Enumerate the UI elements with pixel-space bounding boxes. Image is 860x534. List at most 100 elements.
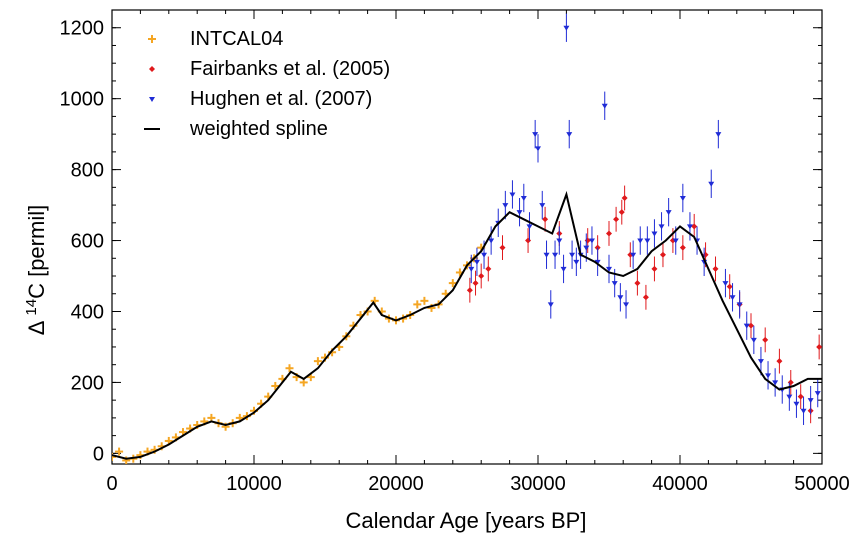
data-point <box>750 325 757 355</box>
data-point <box>757 346 764 376</box>
data-point <box>516 197 523 227</box>
data-point <box>765 361 772 390</box>
data-point <box>566 119 573 149</box>
data-point <box>473 247 480 277</box>
data-point <box>509 180 516 209</box>
data-point <box>787 370 794 395</box>
data-point <box>686 212 693 241</box>
axis-lines: 0 10000 20000 30000 40000 50000 0 200 400 600 800 1… <box>60 9 850 495</box>
data-point <box>271 381 280 390</box>
data-point <box>526 212 533 241</box>
data-point <box>606 221 612 246</box>
data-point <box>651 256 658 282</box>
legend-entry: weighted spline <box>144 118 328 140</box>
data-point <box>743 311 750 340</box>
data-point <box>679 235 686 261</box>
plot-frame <box>111 9 823 465</box>
legend-label: weighted spline <box>189 118 328 140</box>
data-point <box>488 226 495 255</box>
data-point <box>722 268 729 298</box>
spline-line <box>112 190 822 460</box>
data-point <box>800 396 807 425</box>
series-fairbanks-et-al-2005 <box>466 185 822 424</box>
data-point <box>420 296 429 305</box>
data-point <box>816 334 822 360</box>
data-point <box>642 284 649 310</box>
data-point <box>617 283 624 312</box>
data-point <box>613 206 620 232</box>
data-point <box>542 206 549 232</box>
data-point <box>543 240 550 269</box>
data-point <box>814 378 821 408</box>
data-point <box>772 368 779 397</box>
data-point <box>679 183 686 213</box>
y-tick-label: 800 <box>71 160 104 182</box>
y-axis-title-prefix: Δ <box>24 316 49 336</box>
data-point <box>588 226 595 255</box>
data-point <box>532 119 539 149</box>
data-point <box>560 254 567 284</box>
x-tick-label: 10000 <box>226 473 282 495</box>
data-point <box>793 389 800 418</box>
data-point <box>729 283 736 312</box>
data-point <box>535 134 541 163</box>
y-axis-title: Δ 14C [permil] <box>23 205 49 335</box>
x-tick-label: 30000 <box>510 473 566 495</box>
data-point <box>472 270 479 296</box>
y-tick-label: 200 <box>71 372 104 394</box>
data-point <box>556 226 563 255</box>
data-point <box>691 213 698 239</box>
data-point <box>762 327 769 353</box>
data-point <box>797 384 804 410</box>
data-point <box>736 290 743 319</box>
data-point <box>499 235 506 261</box>
plot-area <box>112 13 822 464</box>
data-point <box>644 226 651 255</box>
data-point <box>552 240 559 269</box>
data-point <box>665 197 672 227</box>
x-tick-label: 20000 <box>368 473 424 495</box>
y-tick-label: 600 <box>71 231 104 253</box>
x-tick-label: 0 <box>106 473 117 495</box>
legend-entry: Fairbanks et al. (2005) <box>149 58 390 80</box>
series-layer <box>112 13 822 464</box>
data-point <box>659 242 666 268</box>
legend: INTCAL04 Fairbanks et al. (2005) Hughen et… <box>144 28 390 140</box>
data-point <box>285 364 294 373</box>
data-point <box>651 219 658 248</box>
y-axis-title-sup: 14 <box>23 299 40 316</box>
legend-entry: Hughen et al. (2007) <box>149 88 372 110</box>
data-point <box>525 228 532 253</box>
data-point <box>573 247 580 277</box>
y-tick-label: 1000 <box>60 89 105 111</box>
data-point <box>547 290 554 319</box>
data-point <box>485 256 492 282</box>
data-point <box>630 240 637 269</box>
data-point <box>618 199 625 225</box>
data-point <box>112 452 116 461</box>
data-point <box>115 447 124 456</box>
legend-label: Fairbanks et al. (2005) <box>190 58 390 80</box>
y-tick-label: 1200 <box>60 18 105 40</box>
legend-label: Hughen et al. (2007) <box>190 88 372 110</box>
y-axis-title-suffix: C [permil] <box>24 205 49 299</box>
data-point <box>468 254 475 284</box>
data-point <box>569 240 576 269</box>
data-point <box>502 190 509 220</box>
data-point <box>413 300 422 309</box>
series-intcal04 <box>112 243 486 464</box>
data-point <box>623 290 630 319</box>
data-point <box>520 183 527 213</box>
data-point <box>637 226 644 255</box>
data-point <box>466 277 473 303</box>
data-point <box>776 348 783 374</box>
data-point <box>807 385 814 415</box>
data-point <box>726 274 733 300</box>
data-point <box>539 190 546 220</box>
series-weighted-spline <box>112 190 822 460</box>
x-tick-label: 50000 <box>794 473 850 495</box>
data-point <box>594 247 601 277</box>
legend-entry: INTCAL04 <box>148 28 283 50</box>
data-point <box>658 212 665 241</box>
data-point <box>712 256 719 282</box>
